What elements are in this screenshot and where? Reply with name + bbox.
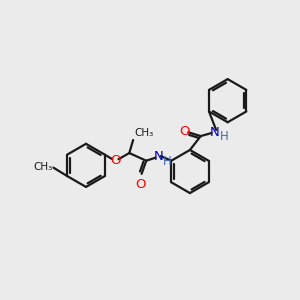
Text: CH₃: CH₃: [33, 162, 53, 172]
Text: O: O: [136, 178, 146, 191]
Text: O: O: [110, 154, 121, 167]
Text: N: N: [210, 126, 220, 139]
Text: O: O: [179, 125, 190, 138]
Text: N: N: [154, 150, 164, 164]
Text: H: H: [163, 155, 172, 168]
Text: H: H: [220, 130, 229, 142]
Text: CH₃: CH₃: [135, 128, 154, 138]
